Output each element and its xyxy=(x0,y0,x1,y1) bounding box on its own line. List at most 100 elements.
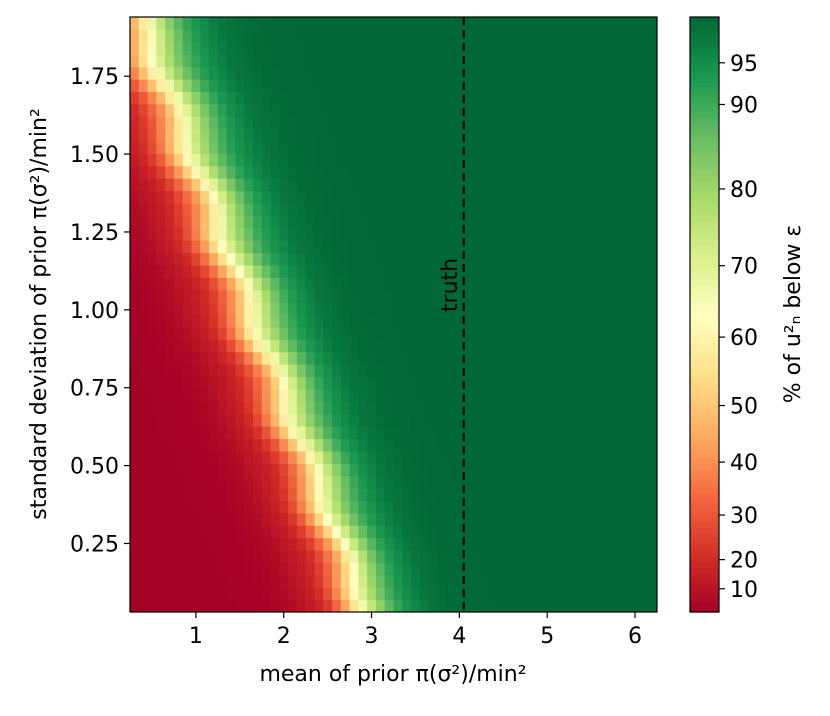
heatmap-cell xyxy=(411,153,421,167)
heatmap-cell xyxy=(209,314,219,328)
heatmap-cell xyxy=(481,128,491,142)
heatmap-cell xyxy=(305,599,316,612)
heatmap-cell xyxy=(621,339,632,353)
heatmap-cell xyxy=(314,103,324,117)
heatmap-cell xyxy=(244,78,254,92)
heatmap-cell xyxy=(577,587,588,601)
heatmap-cell xyxy=(314,140,324,154)
heatmap-cell xyxy=(244,413,254,427)
colorbar-segment xyxy=(690,106,719,112)
heatmap-cell xyxy=(534,537,544,551)
heatmap-cell xyxy=(472,91,482,105)
heatmap-cell xyxy=(235,364,245,378)
heatmap-cell xyxy=(402,116,412,130)
heatmap-cell xyxy=(182,550,193,564)
heatmap-cell xyxy=(481,562,491,576)
heatmap-cell xyxy=(358,178,368,192)
colorbar-segment xyxy=(690,319,719,326)
heatmap-cell xyxy=(156,413,166,427)
heatmap-cell xyxy=(393,574,403,588)
heatmap-cell xyxy=(639,165,649,179)
heatmap-cell xyxy=(296,140,307,154)
heatmap-cell xyxy=(393,289,403,303)
heatmap-cell xyxy=(252,388,263,402)
heatmap-cell xyxy=(639,289,649,303)
heatmap-cell xyxy=(349,364,359,378)
heatmap-cell xyxy=(639,599,649,612)
heatmap-cell xyxy=(314,153,324,167)
heatmap-cell xyxy=(244,289,254,303)
heatmap-cell xyxy=(481,512,491,526)
heatmap-cell xyxy=(393,562,403,576)
colorbar-segment xyxy=(690,56,719,63)
heatmap-cell xyxy=(490,401,500,415)
heatmap-cell xyxy=(358,488,368,502)
heatmap-cell xyxy=(472,29,482,43)
heatmap-cell xyxy=(323,277,333,291)
heatmap-cell xyxy=(446,339,456,353)
heatmap-cell xyxy=(147,562,157,576)
heatmap-cell xyxy=(454,438,465,452)
heatmap-cell xyxy=(314,376,324,390)
heatmap-cell xyxy=(252,289,263,303)
heatmap-cell xyxy=(437,574,447,588)
heatmap-cell xyxy=(393,599,403,612)
heatmap-cell xyxy=(323,29,333,43)
heatmap-cell xyxy=(191,153,201,167)
heatmap-cell xyxy=(490,140,500,154)
heatmap-cell xyxy=(472,190,482,204)
heatmap-cell xyxy=(542,364,553,378)
heatmap-cell xyxy=(525,54,535,68)
heatmap-cell xyxy=(437,190,447,204)
heatmap-cell xyxy=(217,227,228,241)
heatmap-cell xyxy=(516,252,526,266)
heatmap-cell xyxy=(235,450,245,464)
heatmap-cell xyxy=(340,401,351,415)
heatmap-cell xyxy=(428,178,439,192)
heatmap-cell xyxy=(411,277,421,291)
heatmap-cell xyxy=(498,364,509,378)
heatmap-cell xyxy=(296,351,307,365)
heatmap-cell xyxy=(542,128,553,142)
heatmap-cell xyxy=(305,66,316,80)
heatmap-cell xyxy=(323,91,333,105)
heatmap-cell xyxy=(261,66,272,80)
heatmap-cell xyxy=(349,413,359,427)
heatmap-cell xyxy=(367,66,377,80)
heatmap-cell xyxy=(534,41,544,55)
heatmap-cell xyxy=(525,252,535,266)
heatmap-cell xyxy=(252,500,263,514)
heatmap-cell xyxy=(560,413,570,427)
heatmap-cell xyxy=(323,351,333,365)
heatmap-cell xyxy=(296,202,307,216)
heatmap-cell xyxy=(419,574,430,588)
heatmap-cell xyxy=(217,550,228,564)
heatmap-cell xyxy=(577,54,588,68)
heatmap-cell xyxy=(551,599,561,612)
heatmap-cell xyxy=(621,413,632,427)
heatmap-cell xyxy=(569,388,579,402)
heatmap-cell xyxy=(630,252,641,266)
heatmap-cell xyxy=(577,227,588,241)
heatmap-cell xyxy=(551,475,561,489)
colorbar-segment xyxy=(690,334,719,340)
heatmap-cell xyxy=(130,29,140,43)
heatmap-cell xyxy=(235,215,245,229)
heatmap-cell xyxy=(296,54,307,68)
heatmap-cell xyxy=(182,512,193,526)
heatmap-cell xyxy=(402,525,412,539)
heatmap-cell xyxy=(270,227,280,241)
heatmap-cell xyxy=(288,165,298,179)
heatmap-cell xyxy=(525,426,535,440)
heatmap-cell xyxy=(235,128,245,142)
heatmap-cell xyxy=(349,103,359,117)
heatmap-cell xyxy=(332,537,342,551)
heatmap-cell xyxy=(648,41,657,55)
heatmap-cell xyxy=(419,116,430,130)
heatmap-cell xyxy=(648,326,657,340)
heatmap-cell xyxy=(454,103,465,117)
colorbar-segment xyxy=(690,468,719,474)
heatmap-cell xyxy=(270,376,280,390)
heatmap-cell xyxy=(569,17,579,30)
heatmap-cell xyxy=(252,128,263,142)
